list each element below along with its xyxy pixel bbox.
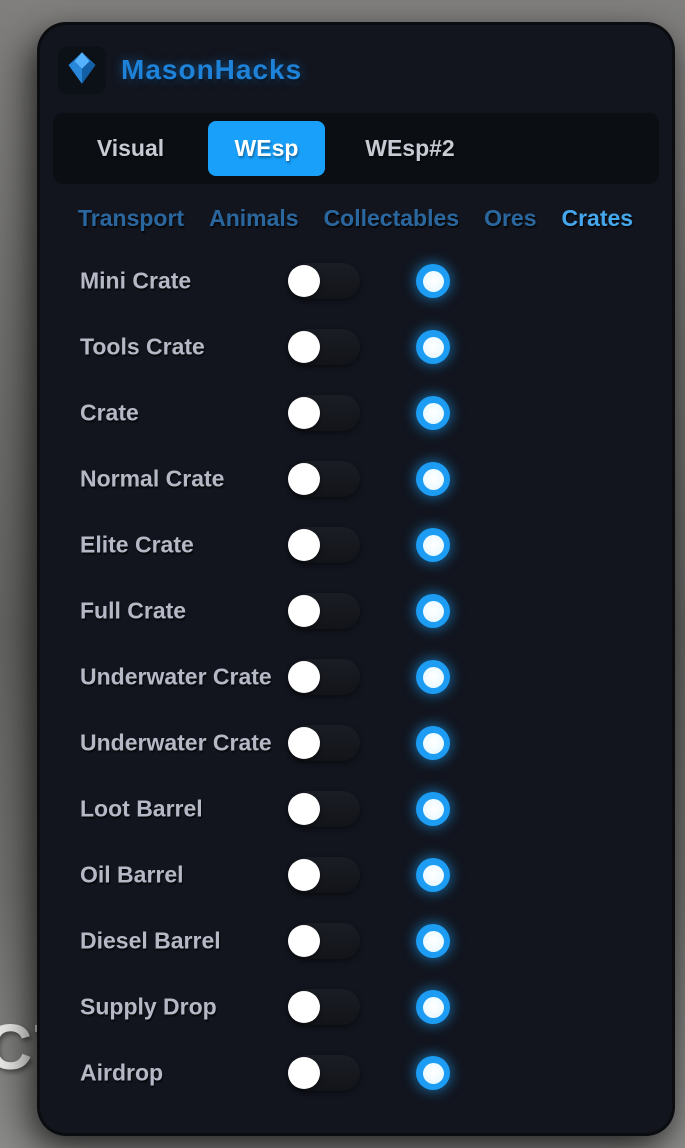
tab-wesp-2[interactable]: WEsp#2 <box>365 135 455 161</box>
color-picker[interactable] <box>416 1056 450 1090</box>
color-picker[interactable] <box>416 792 450 826</box>
toggle-switch[interactable] <box>288 989 360 1025</box>
toggle-knob <box>288 463 320 495</box>
toggle-knob <box>288 529 320 561</box>
toggle-knob <box>288 595 320 627</box>
subtab-transport[interactable]: Transport <box>78 205 185 231</box>
list-item-elite-crate-4: Elite Crate <box>40 512 672 578</box>
toggle-switch[interactable] <box>288 461 360 497</box>
toggle-switch[interactable] <box>288 593 360 629</box>
color-picker-inner <box>422 402 444 424</box>
row-label: Supply Drop <box>80 993 217 1020</box>
brand-title: MasonHacks <box>121 54 303 85</box>
color-picker-inner <box>422 864 444 886</box>
brand-logo <box>58 46 106 94</box>
color-picker[interactable] <box>416 594 450 628</box>
toggle-knob <box>288 397 320 429</box>
subtab-ores[interactable]: Ores <box>484 205 537 231</box>
toggle-knob <box>288 1057 320 1089</box>
list-item-normal-crate-3: Normal Crate <box>40 446 672 512</box>
toggle-knob <box>288 793 320 825</box>
list-item-loot-barrel-8: Loot Barrel <box>40 776 672 842</box>
color-picker-inner <box>422 732 444 754</box>
row-label: Full Crate <box>80 597 187 624</box>
toggle-knob <box>288 727 320 759</box>
list-item-mini-crate-0: Mini Crate <box>40 248 672 314</box>
crate-list: Mini Crate Tools Crate Crate Normal Crate El… <box>40 248 672 1106</box>
color-picker-inner <box>422 336 444 358</box>
row-label: Airdrop <box>80 1059 164 1086</box>
toggle-switch[interactable] <box>288 527 360 563</box>
toggle-knob <box>288 331 320 363</box>
list-item-underwater-crate-6: Underwater Crate <box>40 644 672 710</box>
row-label: Crate <box>80 399 139 426</box>
color-picker[interactable] <box>416 726 450 760</box>
subtab-animals[interactable]: Animals <box>209 205 299 231</box>
tab-wesp[interactable]: WEsp <box>208 121 325 176</box>
list-item-tools-crate-1: Tools Crate <box>40 314 672 380</box>
row-label: Oil Barrel <box>80 861 184 888</box>
toggle-switch[interactable] <box>288 725 360 761</box>
toggle-knob <box>288 859 320 891</box>
color-picker[interactable] <box>416 858 450 892</box>
row-label: Loot Barrel <box>80 795 203 822</box>
color-picker[interactable] <box>416 264 450 298</box>
subtab-bar: Transport Animals Collectables Ores Crates <box>78 205 656 232</box>
toggle-switch[interactable] <box>288 329 360 365</box>
panel-header: MasonHacks <box>58 45 654 95</box>
color-picker[interactable] <box>416 924 450 958</box>
color-picker[interactable] <box>416 330 450 364</box>
gem-icon <box>64 50 100 91</box>
color-picker-inner <box>422 798 444 820</box>
list-item-diesel-barrel-10: Diesel Barrel <box>40 908 672 974</box>
color-picker-inner <box>422 534 444 556</box>
row-label: Elite Crate <box>80 531 194 558</box>
toggle-knob <box>288 925 320 957</box>
toggle-switch[interactable] <box>288 791 360 827</box>
toggle-switch[interactable] <box>288 395 360 431</box>
row-label: Mini Crate <box>80 267 192 294</box>
tab-bar: Visual WEsp WEsp#2 <box>53 113 659 184</box>
row-label: Underwater Crate <box>80 729 272 756</box>
toggle-knob <box>288 991 320 1023</box>
color-picker[interactable] <box>416 462 450 496</box>
color-picker[interactable] <box>416 660 450 694</box>
row-label: Underwater Crate <box>80 663 272 690</box>
toggle-switch[interactable] <box>288 923 360 959</box>
list-item-underwater-crate-7: Underwater Crate <box>40 710 672 776</box>
color-picker[interactable] <box>416 396 450 430</box>
list-item-crate-2: Crate <box>40 380 672 446</box>
list-item-airdrop-12: Airdrop <box>40 1040 672 1106</box>
toggle-switch[interactable] <box>288 1055 360 1091</box>
toggle-switch[interactable] <box>288 659 360 695</box>
color-picker-inner <box>422 1062 444 1084</box>
color-picker-inner <box>422 930 444 952</box>
row-label: Diesel Barrel <box>80 927 221 954</box>
color-picker-inner <box>422 666 444 688</box>
color-picker-inner <box>422 600 444 622</box>
list-item-supply-drop-11: Supply Drop <box>40 974 672 1040</box>
menu-panel: MasonHacks Visual WEsp WEsp#2 Transport Ani… <box>40 25 672 1133</box>
subtab-collectables[interactable]: Collectables <box>323 205 460 231</box>
toggle-switch[interactable] <box>288 857 360 893</box>
color-picker[interactable] <box>416 528 450 562</box>
toggle-switch[interactable] <box>288 263 360 299</box>
color-picker[interactable] <box>416 990 450 1024</box>
tab-visual[interactable]: Visual <box>96 135 165 161</box>
toggle-knob <box>288 265 320 297</box>
subtab-crates[interactable]: Crates <box>561 205 634 231</box>
toggle-knob <box>288 661 320 693</box>
color-picker-inner <box>422 996 444 1018</box>
row-label: Normal Crate <box>80 465 225 492</box>
color-picker-inner <box>422 270 444 292</box>
list-item-oil-barrel-9: Oil Barrel <box>40 842 672 908</box>
row-label: Tools Crate <box>80 333 205 360</box>
list-item-full-crate-5: Full Crate <box>40 578 672 644</box>
color-picker-inner <box>422 468 444 490</box>
